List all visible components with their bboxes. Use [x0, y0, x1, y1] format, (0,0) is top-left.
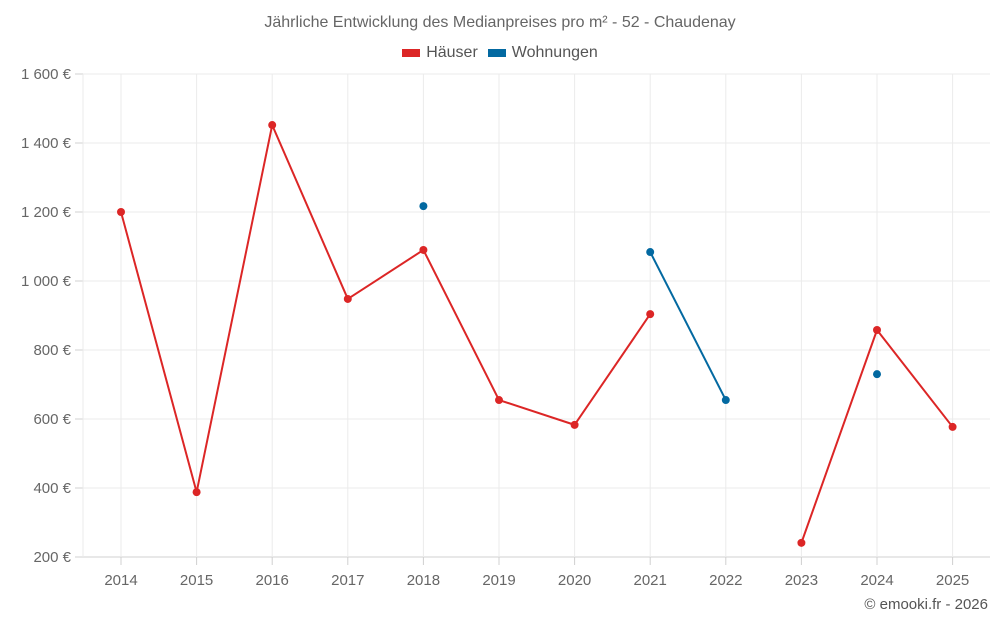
data-point-haeuser[interactable] — [192, 488, 201, 497]
legend: Häuser Wohnungen — [0, 44, 1000, 62]
data-point-haeuser[interactable] — [948, 422, 957, 431]
data-point-haeuser[interactable] — [570, 420, 579, 429]
series-line-wohnungen — [649, 251, 727, 401]
y-tick-label: 800 € — [33, 342, 71, 359]
data-point-haeuser[interactable] — [495, 396, 503, 405]
x-tick-label: 2020 — [558, 572, 591, 589]
chart-title: Jährliche Entwicklung des Medianpreises … — [264, 14, 736, 31]
x-tick-label: 2018 — [407, 572, 440, 589]
data-point-haeuser[interactable] — [343, 294, 352, 303]
legend-label-wohnungen: Wohnungen — [511, 44, 598, 61]
data-point-wohnungen[interactable] — [419, 202, 428, 211]
data-point-haeuser[interactable] — [117, 208, 125, 216]
copyright-credit: © emooki.fr - 2026 — [864, 596, 988, 613]
y-tick-label: 200 € — [33, 549, 71, 566]
y-tick-label: 1 400 € — [21, 135, 72, 152]
x-tick-label: 2015 — [180, 572, 213, 589]
legend-swatch-haeuser — [402, 49, 421, 57]
data-point-haeuser[interactable] — [873, 325, 881, 334]
y-tick-label: 1 000 € — [21, 273, 72, 290]
x-tick-label: 2022 — [709, 572, 742, 589]
x-tick-label: 2016 — [256, 572, 289, 589]
x-tick-label: 2025 — [936, 572, 969, 589]
y-tick-label: 1 200 € — [21, 204, 72, 221]
data-point-haeuser[interactable] — [419, 245, 428, 254]
legend-label-haeuser: Häuser — [426, 44, 478, 61]
y-tick-label: 600 € — [33, 411, 71, 428]
x-tick-label: 2023 — [785, 572, 818, 589]
y-tick-label: 1 600 € — [21, 66, 72, 83]
x-tick-label: 2014 — [104, 572, 137, 589]
data-point-wohnungen[interactable] — [873, 370, 881, 379]
data-point-haeuser[interactable] — [646, 310, 655, 319]
y-tick-label: 400 € — [33, 480, 71, 497]
data-point-haeuser[interactable] — [268, 121, 277, 130]
series-line-haeuser — [120, 124, 652, 494]
x-tick-label: 2021 — [634, 572, 667, 589]
data-point-wohnungen[interactable] — [646, 248, 655, 257]
legend-item-wohnungen[interactable]: Wohnungen — [487, 44, 598, 62]
x-tick-label: 2019 — [482, 572, 515, 589]
legend-swatch-wohnungen — [487, 49, 506, 57]
data-point-haeuser[interactable] — [797, 538, 806, 547]
data-point-wohnungen[interactable] — [721, 396, 730, 405]
legend-item-haeuser[interactable]: Häuser — [402, 44, 478, 62]
x-tick-label: 2024 — [860, 572, 893, 589]
x-tick-label: 2017 — [331, 572, 364, 589]
